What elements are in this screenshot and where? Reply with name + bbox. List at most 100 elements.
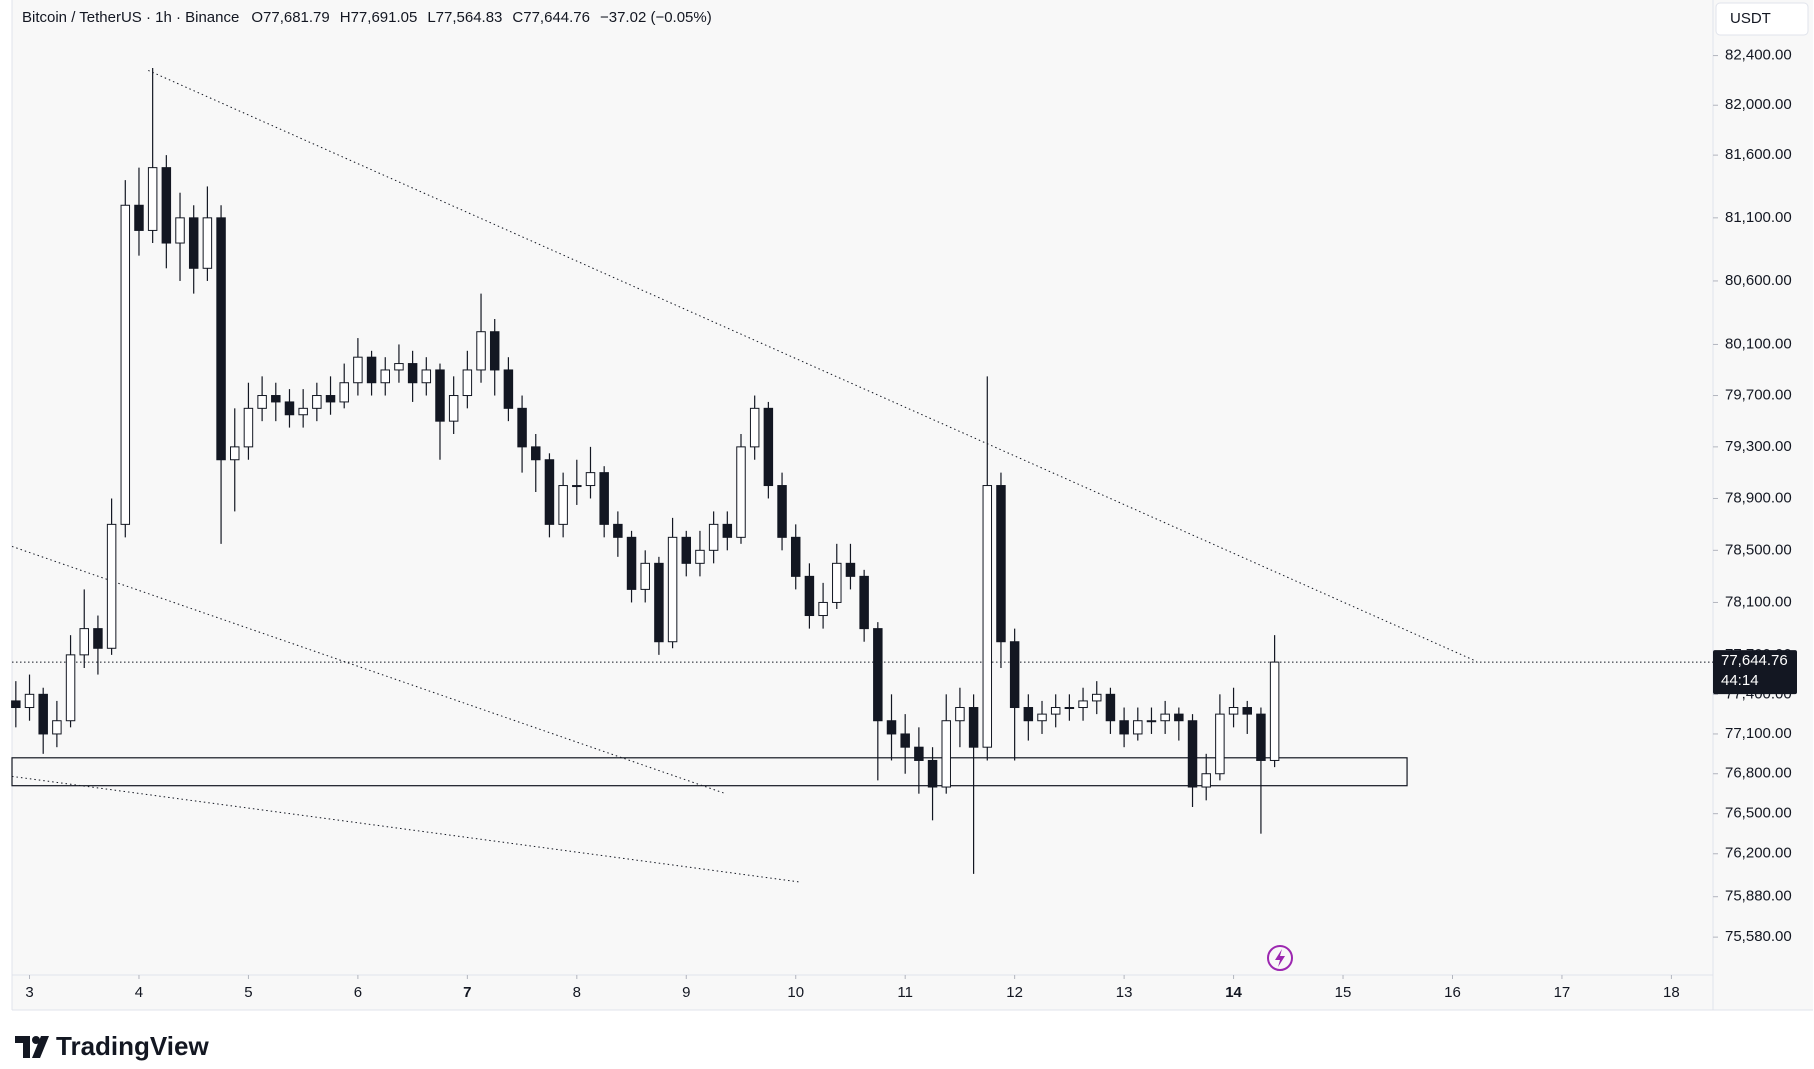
candle-body: [900, 733, 910, 748]
ohlc-letter: L: [427, 9, 435, 26]
candle-body: [38, 693, 48, 735]
candle-body: [11, 700, 21, 709]
candle-body: [749, 407, 760, 448]
candle: [435, 363, 445, 460]
y-tick-label: 80,600.00: [1725, 272, 1792, 289]
candle: [353, 338, 363, 396]
candle: [982, 376, 993, 761]
x-tick-label: 11: [897, 984, 913, 1001]
candle-body: [832, 562, 842, 603]
x-tick-label: 5: [244, 984, 252, 1001]
price-axis-area: [1713, 0, 1813, 1010]
candle: [11, 681, 21, 728]
candle: [1228, 687, 1239, 728]
candle: [804, 563, 815, 629]
currency: USDT: [1730, 10, 1771, 27]
candle-body: [188, 217, 199, 269]
candle: [914, 727, 924, 794]
candle: [380, 357, 390, 396]
candle-body: [1009, 641, 1020, 709]
x-tick-label: 15: [1335, 984, 1352, 1001]
candle-body: [1174, 713, 1184, 722]
candle: [1256, 707, 1266, 834]
candle-body: [175, 217, 185, 244]
y-tick-label: 79,300.00: [1725, 438, 1792, 455]
candle-body: [804, 575, 815, 617]
x-tick-label: 6: [354, 984, 362, 1001]
y-tick-label: 76,200.00: [1725, 845, 1792, 862]
candle-body: [996, 485, 1006, 643]
candle-body: [312, 395, 322, 409]
alert-icon[interactable]: [1267, 945, 1293, 971]
candle: [708, 511, 719, 564]
candle: [626, 530, 637, 603]
candle-body: [24, 693, 35, 709]
candle: [503, 357, 514, 422]
candle: [585, 446, 596, 499]
x-tick-label: 3: [25, 984, 33, 1001]
y-tick-label: 81,100.00: [1725, 209, 1792, 226]
candle: [613, 511, 623, 557]
candle: [873, 622, 883, 781]
candle: [968, 694, 979, 874]
candle-body: [1160, 713, 1170, 722]
candle-body: [1037, 713, 1047, 722]
candle-body: [1092, 693, 1102, 702]
candle: [284, 389, 295, 428]
candle-body: [257, 395, 267, 409]
candle-body: [380, 369, 390, 384]
y-tick-label: 75,580.00: [1725, 928, 1792, 945]
x-tick-label: 18: [1663, 984, 1680, 1001]
candle-body: [65, 654, 76, 722]
candle-body: [708, 523, 719, 551]
candle-body: [1023, 707, 1034, 722]
candle-body: [448, 395, 459, 422]
candle-body: [654, 562, 664, 643]
x-tick-label: 10: [787, 984, 804, 1001]
candle: [188, 205, 199, 294]
candle: [599, 466, 609, 538]
candle-body: [435, 369, 445, 422]
candle: [175, 192, 185, 281]
candle-body: [763, 407, 774, 487]
candle-body: [859, 575, 869, 630]
candle: [667, 517, 678, 649]
candle-body: [585, 472, 596, 487]
ohlc-value: 77,681.79: [263, 9, 330, 26]
candle: [52, 700, 62, 748]
candle-body: [1146, 720, 1157, 723]
ohlc-letter: O: [251, 9, 263, 26]
candle: [298, 389, 308, 428]
y-tick-label: 77,100.00: [1725, 725, 1792, 742]
logo-mark-right: [32, 1036, 49, 1058]
candle: [1009, 628, 1020, 761]
candle: [366, 350, 377, 396]
candle-body: [79, 628, 89, 656]
candle-body: [284, 401, 295, 416]
candle-body: [394, 363, 404, 371]
candle: [1078, 687, 1088, 721]
y-tick-label: 82,000.00: [1725, 96, 1792, 113]
x-tick-label: 14: [1225, 984, 1242, 1001]
ohlc-value: 77,644.76: [523, 9, 590, 26]
candle-body: [818, 601, 828, 617]
candle: [79, 589, 89, 668]
candle: [1050, 694, 1061, 728]
candle: [531, 434, 541, 493]
candle: [161, 155, 172, 269]
candle-body: [216, 217, 226, 461]
candle: [558, 472, 568, 538]
candle-body: [1064, 707, 1075, 710]
candle: [1201, 753, 1211, 801]
candle-body: [243, 407, 254, 448]
currency-box[interactable]: [1715, 2, 1809, 36]
candle: [1133, 707, 1143, 741]
candle: [230, 408, 240, 512]
logo[interactable]: TradingView: [15, 1031, 209, 1061]
candle: [695, 530, 705, 577]
candle: [1174, 707, 1184, 741]
candle-body: [1215, 713, 1225, 775]
candle: [640, 550, 650, 603]
candle: [271, 382, 281, 422]
